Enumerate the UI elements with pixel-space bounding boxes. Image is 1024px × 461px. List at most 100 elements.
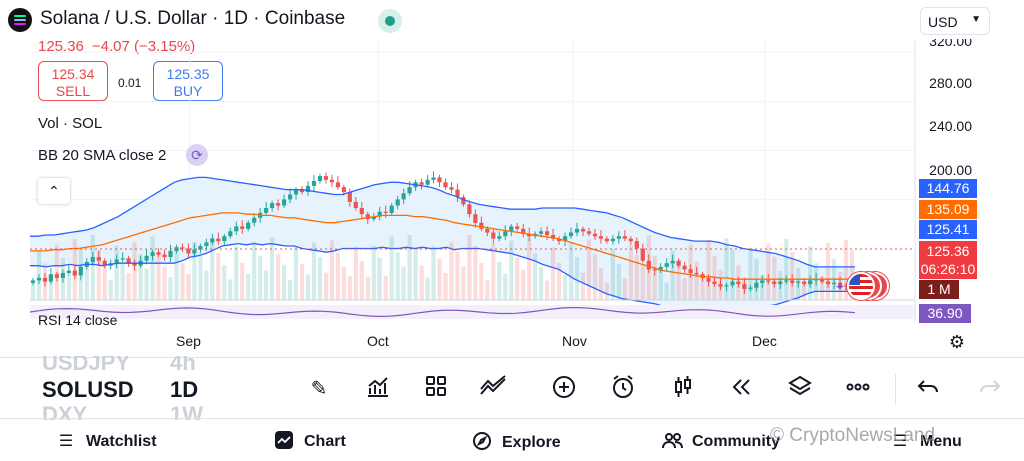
candle-body [323, 176, 328, 180]
watermark: © CryptoNewsLand [770, 425, 936, 446]
volume-bar [467, 235, 472, 300]
symbol-interval: 1W [170, 402, 203, 427]
candle-body [347, 192, 352, 202]
draw-icon[interactable]: ✎ [310, 378, 328, 400]
alert-icon[interactable] [608, 374, 638, 404]
buy-price: 125.35 [166, 66, 210, 82]
volume-bar [401, 266, 406, 300]
candle-body [694, 273, 699, 275]
collapse-legend-button[interactable]: ⌃ [38, 178, 70, 204]
candle-body [246, 222, 251, 229]
candle-body [162, 254, 167, 258]
candle-body [539, 231, 544, 234]
candle-body [186, 248, 191, 254]
candle-body [264, 208, 269, 213]
symbol-item[interactable]: USDJPY [42, 356, 130, 376]
volume-bar [96, 250, 101, 300]
candle-body [730, 281, 735, 286]
redo-icon[interactable] [975, 374, 1005, 404]
volume-bar [114, 245, 119, 300]
nav-label: Explore [502, 434, 561, 451]
compare-icon[interactable] [478, 374, 508, 404]
nav-community[interactable]: Community [662, 431, 780, 451]
market-open-status-icon [378, 9, 402, 33]
layers-icon[interactable] [785, 374, 815, 404]
chart-type-icon[interactable] [668, 374, 698, 404]
candle-body [282, 199, 287, 206]
volume-bar [784, 238, 789, 300]
volume-bar [299, 263, 305, 300]
candle-body [114, 259, 119, 264]
volume-bar [557, 262, 562, 300]
more-icon[interactable] [843, 374, 873, 404]
economic-events-icon[interactable]: ✦ [835, 270, 895, 300]
volume-bar [305, 274, 311, 300]
nav-explore[interactable]: Explore [472, 431, 561, 452]
sell-button[interactable]: 125.34 SELL [38, 61, 108, 101]
band-area [30, 177, 855, 314]
candle-body [78, 266, 83, 276]
price-axis-label: 200.00 [929, 162, 972, 178]
volume-bar [282, 264, 287, 300]
nav-menu[interactable]: ☰ Menu [890, 431, 962, 451]
volume-bar [228, 279, 233, 300]
candle-body [784, 280, 789, 282]
rsi-legend[interactable]: RSI 14 close [38, 312, 118, 328]
last-price-tag: 125.36 06:26:10 [919, 241, 977, 279]
volume-bar [521, 269, 526, 300]
indicators-icon[interactable] [363, 374, 393, 404]
candle-body [670, 260, 675, 264]
volume-bar [652, 256, 657, 300]
candle-body [120, 258, 125, 260]
symbol-item[interactable]: DXY [42, 402, 87, 420]
candle-body [832, 282, 837, 284]
loading-icon: ⟳ [186, 144, 208, 166]
candle-body [736, 281, 741, 285]
nav-watchlist[interactable]: ☰ Watchlist [56, 431, 157, 451]
symbol-name: SOLUSD [42, 377, 134, 402]
candle-body [132, 263, 137, 266]
layouts-icon[interactable] [421, 374, 451, 404]
volume-bar [276, 253, 281, 300]
candle-body [407, 187, 412, 194]
candle-body [491, 232, 496, 239]
buy-button[interactable]: 125.35 BUY [153, 61, 223, 101]
replay-icon[interactable] [726, 374, 756, 404]
volume-bar [353, 246, 358, 300]
candle-body [467, 204, 472, 215]
candle-body [36, 277, 42, 281]
candle-body [126, 258, 131, 264]
currency-select[interactable]: USD ▼ [920, 7, 990, 35]
volume-bar [377, 257, 382, 300]
undo-icon[interactable] [913, 374, 943, 404]
candle-body [616, 236, 621, 239]
add-icon[interactable] [549, 374, 579, 404]
volume-bar [437, 258, 442, 300]
volume-bar [365, 276, 370, 300]
volume-bar [766, 243, 771, 300]
candle-body [682, 265, 687, 270]
volume-bar [258, 256, 263, 300]
volume-bar [323, 272, 328, 300]
candle-body [54, 274, 59, 278]
chart-settings-icon[interactable]: ⚙ [948, 332, 966, 352]
price-line: 125.36 −4.07 (−3.15%) [38, 38, 203, 55]
candle-body [748, 287, 753, 289]
nav-chart[interactable]: Chart [274, 431, 346, 451]
candle-body [485, 228, 490, 233]
symbol-title[interactable]: Solana / U.S. Dollar · 1D · Coinbase [40, 8, 346, 29]
compass-icon [472, 431, 492, 452]
volume-bar [443, 273, 448, 300]
volume-bar [30, 283, 36, 300]
symbol-item-active[interactable]: SOLUSD [42, 377, 134, 403]
price-chart[interactable] [0, 0, 1024, 330]
volume-bar [126, 273, 131, 300]
volume-legend[interactable]: Vol · SOL [38, 115, 103, 132]
candle-body [329, 179, 334, 183]
volume-bar [389, 236, 394, 300]
candle-body [222, 236, 227, 242]
candle-body [60, 273, 65, 278]
volume-bar [604, 282, 609, 300]
candle-body [473, 214, 478, 223]
bollinger-legend[interactable]: BB 20 SMA close 2 [38, 147, 167, 164]
